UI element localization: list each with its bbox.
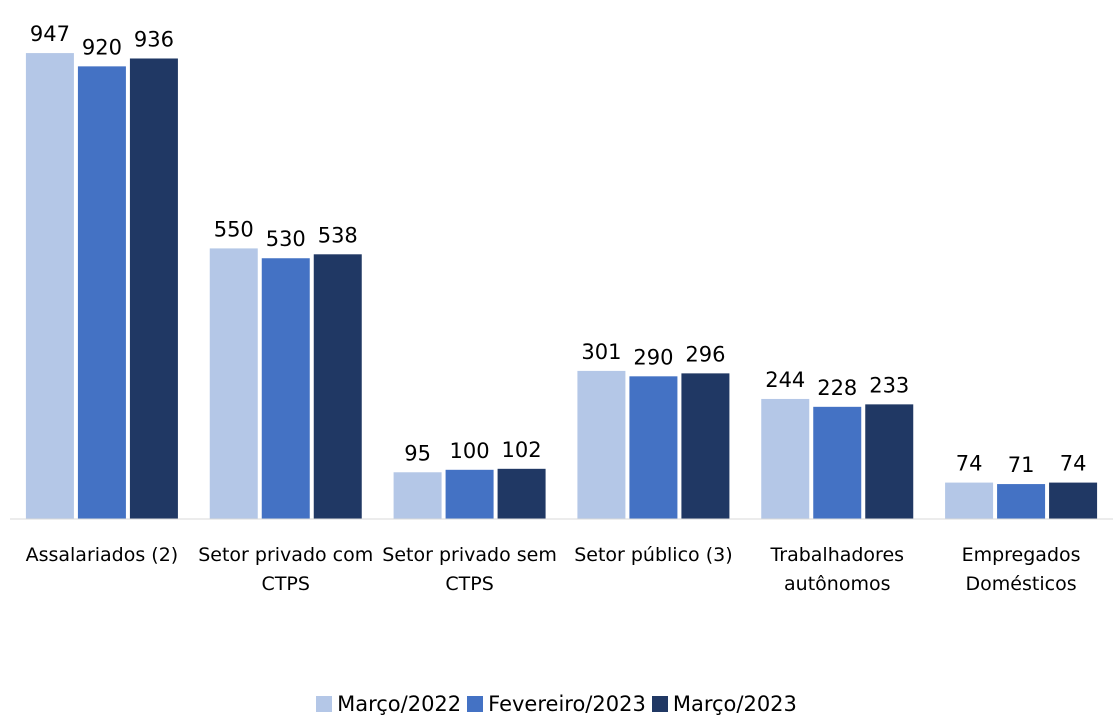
data-label: 228	[817, 376, 857, 400]
data-label: 296	[685, 342, 725, 366]
bar	[313, 254, 362, 519]
bar	[497, 468, 546, 519]
x-tick-label: Setor público (3)	[574, 544, 733, 566]
bar	[445, 469, 494, 519]
legend-swatch	[467, 696, 484, 712]
bar	[129, 58, 178, 519]
legend: Março/2022 Fevereiro/2023 Março/2023	[0, 692, 1113, 716]
bar	[577, 370, 626, 519]
data-label: 95	[404, 441, 431, 465]
data-label: 74	[956, 452, 983, 476]
data-label: 71	[1008, 453, 1035, 477]
data-label: 290	[633, 345, 673, 369]
data-label: 947	[30, 22, 70, 46]
data-label: 538	[318, 223, 358, 247]
legend-label: Março/2023	[672, 692, 797, 716]
data-label: 920	[82, 35, 122, 59]
x-tick-label: Setor privado sem CTPS	[382, 544, 557, 595]
legend-item: Março/2023	[651, 692, 797, 716]
bar	[261, 258, 310, 519]
data-label: 530	[266, 227, 306, 251]
bar	[77, 66, 126, 520]
bar	[209, 248, 258, 519]
data-label: 244	[765, 368, 805, 392]
data-label: 100	[450, 439, 490, 463]
legend-label: Fevereiro/2023	[488, 692, 646, 716]
data-label: 102	[502, 438, 542, 462]
data-label: 550	[214, 217, 254, 241]
legend-item: Fevereiro/2023	[467, 692, 646, 716]
legend-label: Março/2022	[337, 692, 462, 716]
data-label: 301	[581, 340, 621, 364]
bar	[945, 482, 994, 519]
legend-item: Março/2022	[316, 692, 461, 716]
data-label: 74	[1060, 452, 1087, 476]
legend-swatch	[316, 696, 333, 712]
bar	[865, 404, 914, 519]
bar	[997, 484, 1046, 519]
bar	[681, 373, 730, 519]
bar	[25, 53, 74, 520]
x-tick-label: Setor privado com CTPS	[198, 544, 374, 595]
x-tick-label: Empregados Domésticos	[961, 544, 1081, 595]
bar	[761, 398, 810, 519]
x-tick-label: Trabalhadores autônomos	[770, 544, 905, 595]
bar	[629, 376, 678, 519]
data-label: 936	[134, 27, 174, 51]
data-label: 233	[869, 373, 909, 397]
bar	[393, 472, 442, 519]
x-tick-label: Assalariados (2)	[25, 544, 179, 566]
legend-swatch	[651, 696, 668, 712]
bar	[1049, 482, 1098, 519]
bar	[813, 406, 862, 519]
